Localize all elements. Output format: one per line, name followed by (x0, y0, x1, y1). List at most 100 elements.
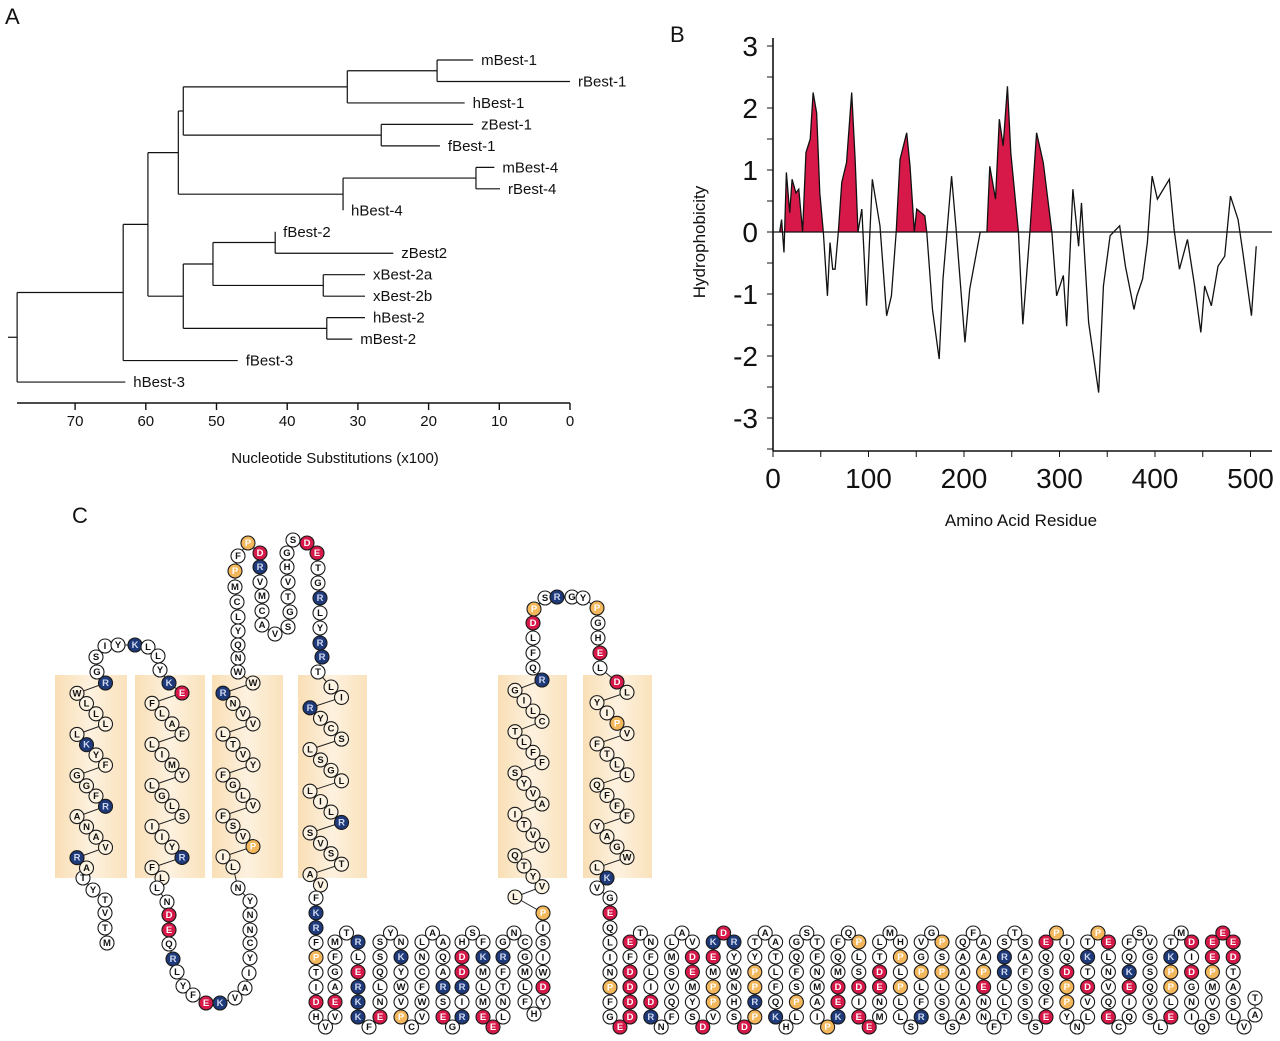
residue-letter: P (752, 982, 759, 993)
residue: F (643, 949, 659, 965)
residue-circle (525, 827, 541, 843)
residue-letter: R (355, 982, 362, 993)
residue-circle (684, 1009, 700, 1025)
residue-letter: A (772, 937, 779, 948)
residue-letter: K (398, 952, 405, 963)
residue-circle (747, 964, 763, 980)
leaf-label: mBest-4 (502, 159, 558, 176)
residue-letter: D (835, 982, 842, 993)
residue-letter: E (866, 1022, 872, 1033)
residue-circle (590, 630, 606, 646)
residue: L (323, 679, 339, 695)
residue-circle (1017, 979, 1033, 995)
residue: S (535, 935, 551, 951)
residue-letter: G (283, 548, 290, 559)
residue-letter: G (229, 780, 236, 791)
residue: I (535, 949, 551, 966)
residue-circle (996, 934, 1012, 950)
residue-circle (227, 579, 243, 595)
residue-letter: N (814, 967, 821, 978)
residue-circle (955, 949, 971, 965)
residue-circle (372, 979, 388, 995)
residue: I (241, 965, 257, 981)
residue-circle (475, 934, 491, 950)
residue: A (955, 949, 971, 965)
residue-circle (589, 600, 605, 616)
residue-letter: A (74, 812, 81, 823)
residue: D (535, 979, 551, 995)
residue-circle (454, 994, 470, 1010)
residue-letter: C (408, 1022, 415, 1033)
residue-letter: G (918, 952, 925, 963)
residue-circle (393, 949, 409, 965)
residue-letter: V (250, 719, 257, 730)
residue-letter: M (688, 982, 696, 993)
residue-circle (534, 713, 550, 729)
residue: F (185, 987, 201, 1003)
residue-circle (892, 934, 908, 950)
residue-letter: Q (1126, 952, 1133, 963)
leaf-label: zBest-1 (481, 116, 532, 133)
residue-circle (312, 605, 328, 621)
residue: P (747, 1009, 763, 1025)
residue-circle (435, 979, 451, 995)
residue-letter: N (1074, 1022, 1081, 1033)
residue-circle (435, 934, 451, 950)
residue-circle (280, 619, 296, 635)
residue-letter: N (511, 928, 518, 939)
residue-circle (242, 893, 258, 909)
residue-letter: F (604, 790, 610, 801)
residue: D (736, 1019, 752, 1035)
residue: E (592, 645, 608, 661)
residue-circle (609, 756, 625, 773)
residue: T (310, 560, 326, 576)
residue-letter: S (908, 1022, 914, 1033)
residue-circle (485, 1019, 501, 1035)
residue-circle (768, 949, 784, 965)
residue-circle (861, 1019, 877, 1035)
residue: G (444, 1019, 461, 1035)
residue-letter: L (240, 790, 246, 801)
residue-letter: R (1001, 967, 1008, 978)
residue-letter: M (331, 937, 339, 948)
residue-letter: E (1126, 982, 1132, 993)
residue: D (684, 949, 700, 965)
residue-letter: M (876, 1012, 884, 1023)
residue-letter: S (440, 997, 446, 1008)
residue-letter: Y (90, 885, 97, 896)
residue-letter: F (220, 770, 226, 781)
residue-circle (525, 630, 541, 646)
residue-circle (609, 839, 625, 855)
residue: Q (230, 637, 246, 653)
residue-letter: P (710, 982, 717, 993)
residue: I (1184, 1009, 1200, 1025)
residue-circle (872, 964, 888, 980)
residue: F (495, 964, 511, 980)
residue-letter: A (980, 952, 987, 963)
residue-circle (225, 818, 241, 834)
residue-circle (913, 979, 929, 995)
leaf-label: hBest-2 (373, 310, 425, 327)
residue: S (435, 994, 451, 1010)
residue-letter: L (149, 739, 155, 750)
residue: K (768, 1009, 784, 1025)
residue-circle (526, 601, 542, 617)
residue: L (851, 949, 867, 965)
residue-circle (1225, 964, 1241, 980)
y-tick-label: 2 (742, 93, 758, 124)
residue-letter: D (313, 997, 320, 1008)
residue-letter: Q (793, 952, 800, 963)
residue: R (495, 949, 511, 965)
residue-letter: R (319, 652, 326, 663)
residue: M (475, 994, 491, 1010)
residue: D (161, 907, 177, 923)
residue: D (622, 979, 638, 995)
residue-circle (302, 783, 318, 799)
residue: M (99, 935, 115, 951)
residue-letter: I (340, 692, 343, 703)
residue-circle (308, 1009, 324, 1025)
residue-letter: Q (1105, 997, 1112, 1008)
residue-circle (424, 925, 441, 941)
residue: L (602, 935, 618, 951)
residue-circle (245, 757, 261, 773)
